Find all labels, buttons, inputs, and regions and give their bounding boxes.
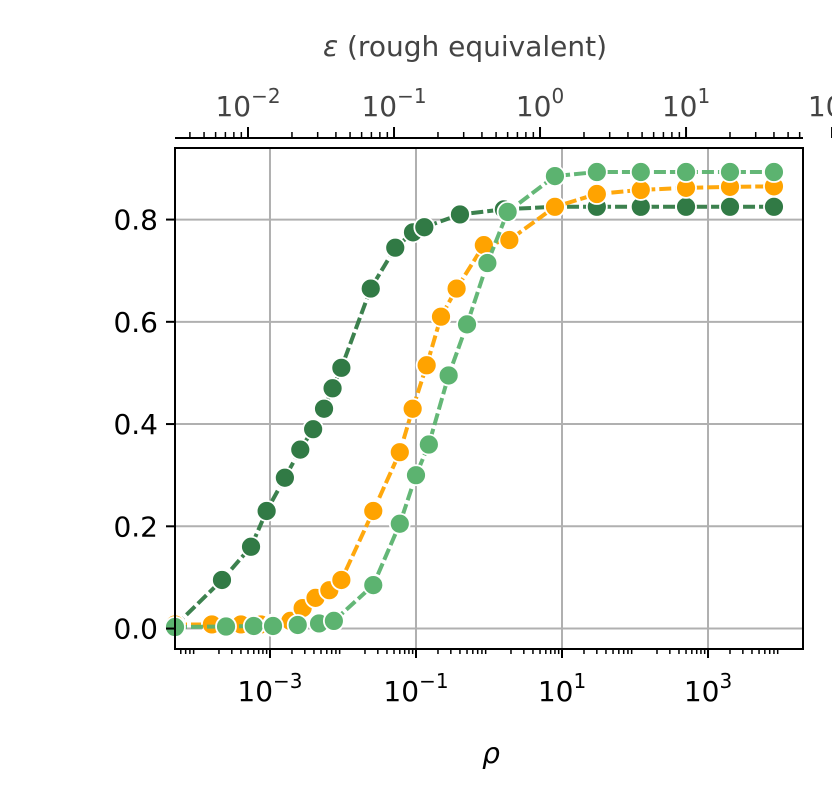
y-tick-label: 0.2 xyxy=(113,510,158,543)
data-point xyxy=(388,441,411,464)
x-tick-label: 103 xyxy=(684,669,732,708)
data-point xyxy=(456,313,478,336)
data-point xyxy=(211,569,233,591)
data-point xyxy=(388,512,411,535)
data-point xyxy=(585,183,608,205)
data-point xyxy=(430,305,452,328)
data-point xyxy=(240,535,262,558)
data-point xyxy=(405,464,427,487)
series-layer xyxy=(164,161,785,638)
data-point xyxy=(437,364,460,387)
top-tick-label: 101 xyxy=(662,84,710,123)
data-point xyxy=(415,354,438,377)
data-point xyxy=(362,574,385,596)
data-point xyxy=(544,165,566,188)
data-point xyxy=(362,500,385,522)
data-point xyxy=(417,433,440,456)
data-point xyxy=(719,161,741,183)
data-point xyxy=(302,418,325,441)
data-point xyxy=(719,195,741,218)
data-point xyxy=(675,195,697,218)
top-tick-label: 10−1 xyxy=(361,84,426,123)
data-point xyxy=(449,203,471,226)
series-line xyxy=(173,204,774,628)
data-point xyxy=(322,609,345,632)
data-point xyxy=(359,277,382,300)
series-3 xyxy=(164,161,785,638)
y-tick-label: 0.6 xyxy=(113,306,158,339)
x-tick-label: 10−1 xyxy=(383,669,448,708)
x-axis-label: ρ xyxy=(482,737,500,770)
x-tick-label: 10−3 xyxy=(237,669,302,708)
series-2 xyxy=(164,175,785,636)
top-tick-label: 100 xyxy=(516,84,564,123)
series-line xyxy=(175,184,774,627)
data-point xyxy=(273,466,296,489)
data-point xyxy=(763,195,785,218)
data-point xyxy=(286,614,309,636)
x-tick-label: 101 xyxy=(538,669,586,708)
data-point xyxy=(330,356,353,379)
y-tick-label: 0.8 xyxy=(113,204,158,237)
data-point xyxy=(413,216,436,239)
top-tick-label: 102 xyxy=(808,84,832,123)
data-point xyxy=(215,615,237,638)
data-point xyxy=(242,615,265,637)
data-point xyxy=(401,397,424,420)
data-point xyxy=(313,397,335,420)
plot-frame xyxy=(174,147,804,650)
data-point xyxy=(289,438,312,461)
top-axis-label: ε (rough equivalent) xyxy=(323,30,607,63)
data-point xyxy=(330,569,353,591)
y-tick-label: 0.4 xyxy=(113,408,158,441)
series-1 xyxy=(164,195,785,637)
data-point xyxy=(445,277,468,300)
data-point xyxy=(476,252,499,274)
data-point xyxy=(496,201,519,223)
data-point xyxy=(262,615,284,637)
data-point xyxy=(585,161,608,183)
data-point xyxy=(629,161,652,183)
data-point xyxy=(544,195,566,218)
data-point xyxy=(255,500,278,522)
data-point xyxy=(321,377,344,400)
data-point xyxy=(763,161,785,183)
axis-layer: 0.0 0.2 0.4 0.6 0.8 10−3 10−1 101 103 10−2 10−1 100… xyxy=(113,84,832,708)
data-point xyxy=(675,161,697,183)
top-tick-label: 10−2 xyxy=(215,84,280,123)
data-point xyxy=(498,229,521,251)
data-point xyxy=(384,236,407,259)
grid-layer xyxy=(175,148,803,649)
y-tick-label: 0.0 xyxy=(113,613,158,646)
